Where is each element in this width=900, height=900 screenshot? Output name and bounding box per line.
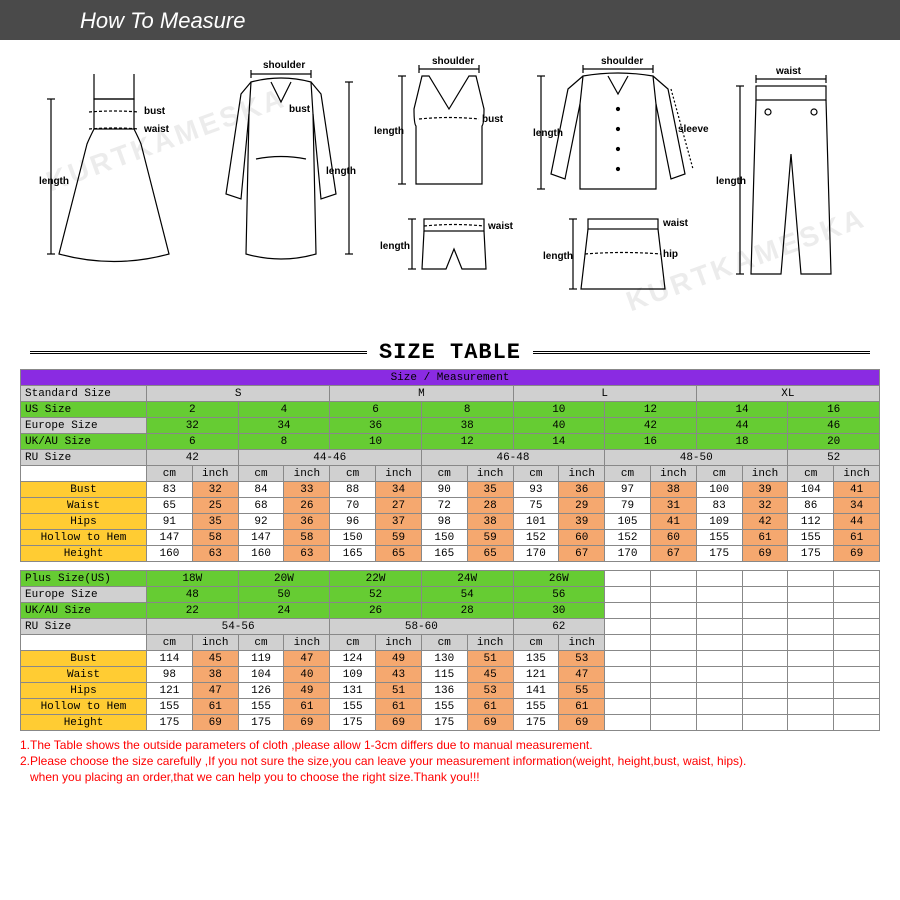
svg-text:bust: bust (144, 106, 166, 117)
svg-text:waist: waist (775, 66, 802, 77)
svg-text:length: length (374, 126, 404, 137)
svg-text:bust: bust (482, 114, 504, 125)
dress-icon: bust waist length (39, 54, 189, 314)
size-table-standard: Size / Measurement Standard Size S M L X… (20, 369, 880, 562)
row-waist-plus: Waist (21, 667, 147, 683)
row-height: Height (21, 546, 147, 562)
svg-text:length: length (39, 176, 69, 187)
blouse-icon: shoulder length sleeve waist hip length (533, 54, 703, 314)
measurement-diagrams: KURTKAMESKA KURTKAMESKA bust waist lengt… (0, 44, 900, 334)
row-waist: Waist (21, 498, 147, 514)
row-hollow-plus: Hollow to Hem (21, 699, 147, 715)
size-table-heading: SIZE TABLE (0, 340, 900, 365)
row-ukau2: UK/AU Size (21, 603, 147, 619)
row-eu2: Europe Size (21, 587, 147, 603)
row-hips-plus: Hips (21, 683, 147, 699)
page-title: How To Measure (0, 0, 900, 40)
garment-dress: bust waist length (30, 54, 198, 319)
svg-text:bust: bust (289, 104, 311, 115)
row-hips: Hips (21, 514, 147, 530)
row-eu: Europe Size (21, 418, 147, 434)
svg-text:length: length (326, 166, 356, 177)
size-table-plus: Plus Size(US) 18W 20W 22W 24W 26W Europe… (20, 570, 880, 731)
note-1: 1.The Table shows the outside parameters… (20, 737, 880, 753)
row-ru2: RU Size (21, 619, 147, 635)
row-us: US Size (21, 402, 147, 418)
row-plus: Plus Size(US) (21, 571, 147, 587)
svg-text:shoulder: shoulder (432, 56, 474, 67)
svg-text:length: length (543, 251, 573, 262)
footnotes: 1.The Table shows the outside parameters… (0, 731, 900, 786)
note-3: when you placing an order,that we can he… (20, 769, 880, 785)
coat-icon: shoulder bust length (201, 54, 361, 314)
row-ru: RU Size (21, 450, 147, 466)
svg-text:length: length (716, 176, 746, 187)
svg-text:length: length (380, 241, 410, 252)
svg-text:hip: hip (663, 249, 678, 260)
svg-text:waist: waist (487, 221, 514, 232)
row-hollow: Hollow to Hem (21, 530, 147, 546)
garment-blouse-skirt: shoulder length sleeve waist hip length (533, 54, 703, 319)
row-standard: Standard Size (21, 386, 147, 402)
svg-text:shoulder: shoulder (601, 56, 643, 67)
tank-icon: shoulder bust length waist length (374, 54, 524, 314)
garment-pants: waist length (703, 54, 871, 319)
table-header: Size / Measurement (21, 370, 880, 386)
note-2: 2.Please choose the size carefully ,If y… (20, 753, 880, 769)
row-bust: Bust (21, 482, 147, 498)
row-bust-plus: Bust (21, 651, 147, 667)
garment-coat: shoulder bust length (198, 54, 366, 319)
svg-text:waist: waist (662, 218, 689, 229)
svg-text:waist: waist (143, 124, 170, 135)
svg-text:length: length (533, 128, 563, 139)
garment-tank-shorts: shoulder bust length waist length (365, 54, 533, 319)
pants-icon: waist length (716, 54, 856, 314)
svg-text:shoulder: shoulder (263, 60, 305, 71)
row-ukau: UK/AU Size (21, 434, 147, 450)
row-height-plus: Height (21, 715, 147, 731)
